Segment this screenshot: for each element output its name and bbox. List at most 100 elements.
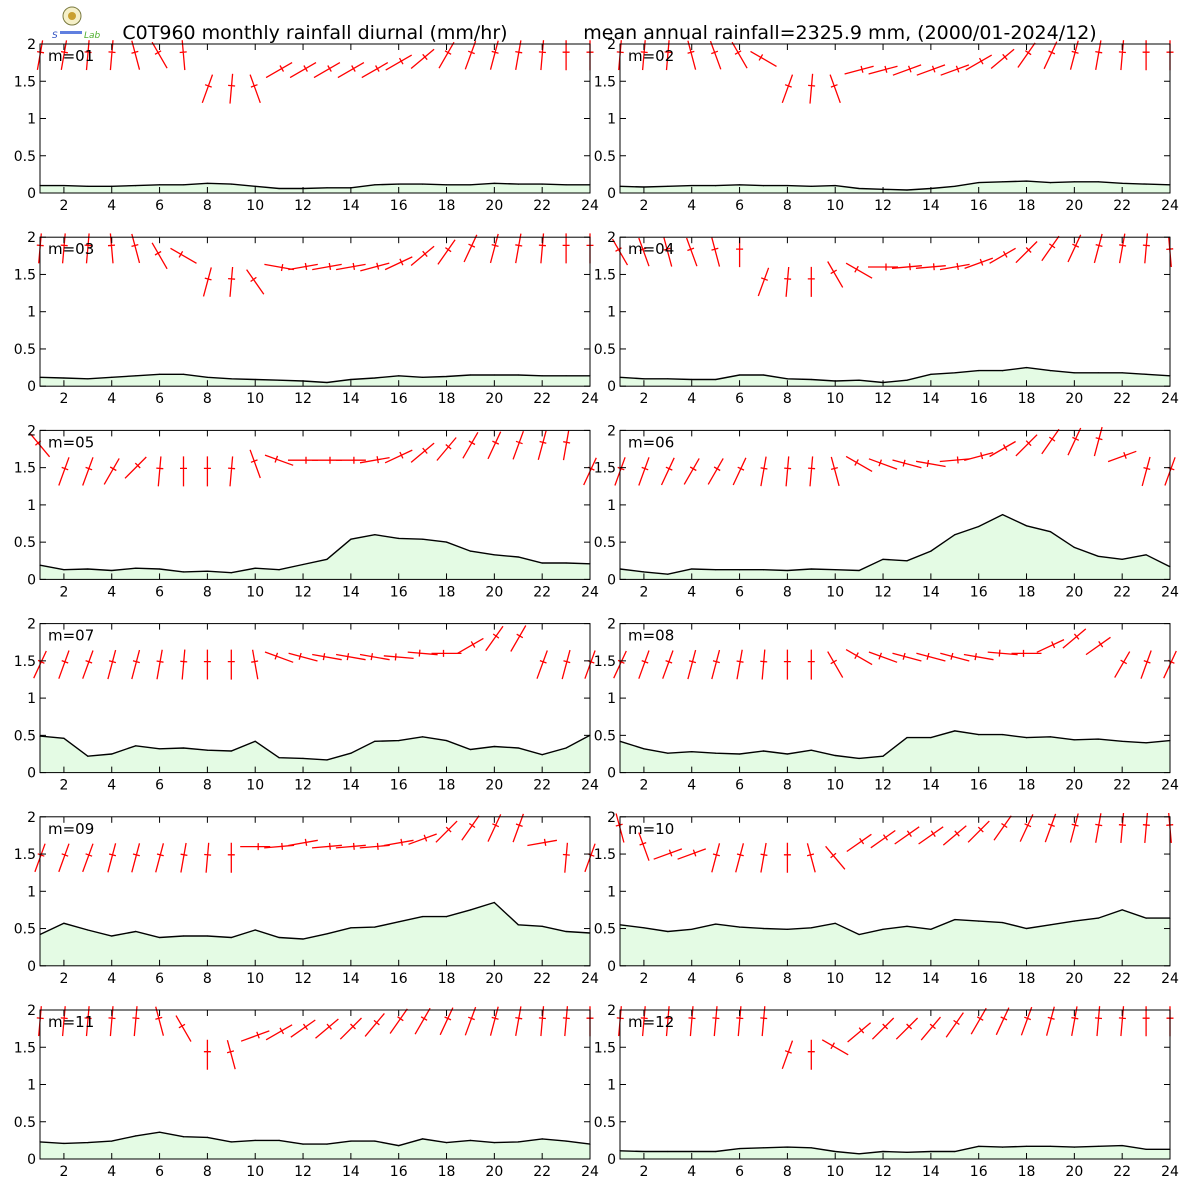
chart-panel-11: 00.511.522 4 6 8 10 12 14 16 18 20 22 24m=11 (14, 1003, 599, 1180)
y-tick-label: 0.5 (594, 342, 616, 358)
wind-barb (337, 62, 365, 79)
x-tick-label: 20 (1065, 584, 1083, 600)
x-tick-label: 10 (826, 1164, 844, 1180)
rainfall-line (619, 366, 1171, 384)
wind-barb (895, 1017, 919, 1040)
wind-barb (830, 456, 840, 487)
wind-barb (736, 649, 744, 680)
x-tick-label: 8 (203, 391, 212, 407)
x-tick-label: 4 (687, 971, 696, 987)
month-label: m=12 (628, 1013, 674, 1031)
x-tick-label: 2 (59, 198, 68, 214)
rainfall-line (40, 182, 590, 190)
wind-barb (916, 652, 946, 662)
y-tick-label: 1.5 (14, 267, 36, 283)
month-label: m=06 (628, 433, 674, 451)
y-tick-label: 2 (27, 810, 36, 826)
x-tick-label: 22 (533, 584, 551, 600)
wind-barb (536, 650, 548, 679)
y-tick-label: 1.5 (594, 654, 616, 670)
month-label: m=07 (48, 627, 94, 645)
wind-barb (1094, 1006, 1103, 1037)
x-tick-label: 4 (687, 391, 696, 407)
y-tick-label: 0.5 (14, 1115, 36, 1131)
x-tick-label: 2 (639, 1164, 648, 1180)
x-tick-label: 4 (687, 584, 696, 600)
x-tick-label: 24 (1161, 971, 1179, 987)
plot-frame (39, 43, 591, 194)
wind-barb (783, 649, 791, 680)
wind-barb (82, 843, 94, 873)
wind-barb (964, 257, 994, 270)
rainfall-line (619, 1144, 1170, 1155)
wind-barb (107, 233, 116, 264)
y-tick-label: 0 (27, 379, 36, 395)
wind-barb (384, 256, 413, 271)
wind-barb (660, 457, 675, 486)
wind-barb (538, 233, 546, 264)
wind-barb (845, 649, 873, 666)
wind-barb (1141, 456, 1151, 487)
wind-barb (732, 457, 747, 486)
y-tick-label: 2 (607, 423, 616, 439)
x-tick-label: 2 (59, 778, 68, 794)
x-tick-label: 10 (826, 971, 844, 987)
x-tick-label: 2 (639, 198, 648, 214)
x-tick-label: 22 (533, 971, 551, 987)
x-tick-label: 24 (581, 584, 599, 600)
y-tick-label: 2 (607, 230, 616, 246)
x-tick-label: 24 (1161, 391, 1179, 407)
wind-barb (1107, 450, 1137, 463)
wind-barb (264, 651, 294, 663)
wind-barb (58, 650, 70, 679)
wind-barb (1093, 426, 1103, 457)
x-tick-label: 12 (874, 778, 892, 794)
rainfall-area (40, 534, 590, 580)
wind-barb (940, 652, 970, 662)
x-tick-label: 6 (735, 1164, 744, 1180)
wind-barb (894, 826, 920, 845)
y-tick-label: 2 (607, 37, 616, 53)
wind-barb (760, 649, 768, 680)
x-tick-label: 20 (485, 1164, 503, 1180)
y-tick-label: 1 (27, 884, 36, 900)
y-tick-label: 2 (607, 810, 616, 826)
wind-barb (1069, 813, 1079, 843)
month-label: m=10 (628, 820, 674, 838)
x-tick-label: 18 (438, 198, 456, 214)
x-tick-label: 22 (533, 198, 551, 214)
wind-barb (60, 233, 68, 264)
wind-barb (1114, 651, 1131, 678)
x-tick-label: 2 (59, 391, 68, 407)
x-tick-label: 22 (533, 391, 551, 407)
wind-barb (240, 1030, 270, 1042)
wind-barb (335, 456, 366, 464)
y-tick-label: 0.5 (14, 728, 36, 744)
wind-barb (781, 1040, 794, 1070)
wind-barb (821, 1039, 849, 1056)
wind-barb (512, 813, 525, 843)
wind-barb (82, 457, 94, 486)
wind-barb (664, 40, 672, 71)
chart-panel-6: 00.511.522 4 6 8 10 12 14 16 18 20 22 24m=06 (594, 423, 1179, 600)
wind-barb (227, 842, 235, 873)
y-tick-label: 0 (607, 766, 616, 782)
wind-barb (312, 653, 342, 661)
wind-barb (431, 649, 462, 657)
x-tick-label: 2 (639, 391, 648, 407)
wind-barb (414, 1007, 431, 1035)
rainfall-area (620, 514, 1170, 580)
x-tick-label: 12 (294, 198, 312, 214)
wind-barb (107, 649, 117, 680)
wind-barb (1020, 1006, 1033, 1036)
y-tick-label: 0 (27, 572, 36, 588)
x-tick-label: 22 (533, 778, 551, 794)
wind-barb (892, 459, 922, 469)
x-tick-label: 22 (1113, 584, 1131, 600)
x-tick-label: 10 (246, 778, 264, 794)
wind-barb (677, 848, 707, 860)
x-tick-label: 16 (970, 198, 988, 214)
rainfall-line (619, 180, 1171, 191)
wind-barb (359, 456, 390, 464)
